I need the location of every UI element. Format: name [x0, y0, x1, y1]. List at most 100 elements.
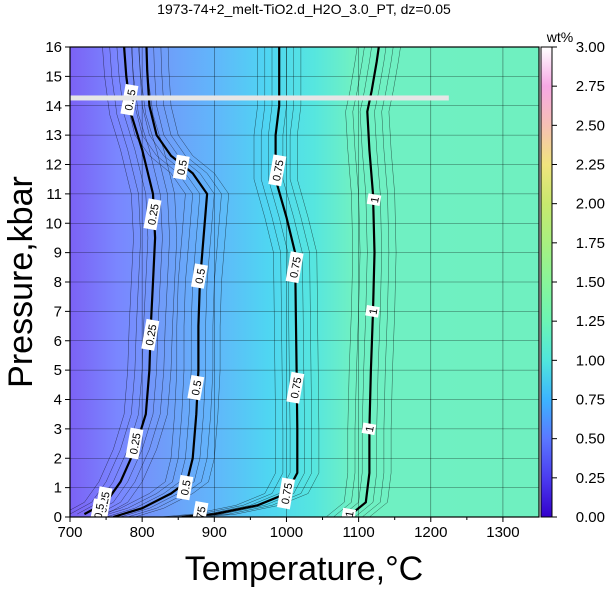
x-tick-label: 900 — [202, 524, 227, 541]
x-tick-label: 800 — [130, 524, 155, 541]
minor-isoline — [333, 47, 365, 517]
contour-label-bg — [125, 427, 144, 460]
y-tick-label: 13 — [45, 127, 62, 144]
colorbar-tick-label: 0.75 — [576, 392, 605, 409]
minor-isoline — [105, 47, 178, 515]
contour-label-text: 0.75 — [289, 376, 305, 399]
contour-label-text: 0.5 — [179, 479, 193, 496]
contour-label: 0.25 — [143, 198, 162, 231]
colorbar-tick-label: 2.25 — [576, 157, 605, 174]
contour-label-bg — [286, 371, 305, 404]
contour-label-bg — [89, 498, 107, 517]
plot-area: 0.250.250.250.250.250.50.50.50.50.50.750… — [45, 39, 540, 541]
y-axis-title: Pressure,kbar — [2, 176, 40, 388]
colorbar-tick-label: 1.25 — [576, 313, 605, 330]
y-tick-label: 9 — [54, 245, 62, 262]
y-tick-label: 0 — [54, 509, 62, 526]
colorbar: 0.00 0.25 0.50 0.75 1.00 1.25 1.50 1.75 2.00 2.25… — [540, 29, 605, 526]
minor-isoline — [160, 47, 276, 517]
contour-label-text: 0.5 — [194, 268, 208, 285]
contour-label: 0.75 — [277, 477, 296, 510]
minor-isoline — [189, 47, 305, 517]
colorbar-tick-label: 2.75 — [576, 78, 605, 95]
contour-label: 0.5 — [176, 474, 194, 501]
contour-line-1 — [347, 47, 380, 517]
x-tick-label: 1100 — [342, 524, 374, 541]
minor-isoline — [91, 47, 163, 515]
minor-isoline — [362, 47, 394, 517]
contour-label-bg — [190, 263, 208, 289]
x-tick-label: 700 — [57, 524, 82, 541]
contour-label-bg — [341, 507, 357, 517]
colorbar-tick-label: 1.50 — [576, 274, 605, 291]
contour-label-bg — [187, 375, 205, 401]
x-tick-label: 1200 — [414, 524, 447, 541]
minor-isoline — [98, 47, 193, 517]
contour-line-0.25 — [83, 47, 157, 516]
contour-label: 0.5 — [172, 154, 190, 181]
contour-label: 0.25 — [141, 318, 160, 351]
grid-layer — [70, 47, 539, 517]
contour-label-text: 1 — [344, 510, 357, 518]
colorbar-tick-label: 2.00 — [576, 196, 605, 213]
x-axis-title: Temperature,°C — [185, 550, 423, 587]
colorbar-tick-label: 1.00 — [576, 352, 605, 369]
y-tick-label: 14 — [45, 98, 62, 115]
contour-label: 0.5 — [89, 498, 107, 520]
y-tick-label: 8 — [54, 274, 62, 291]
contour-label-text: 0.5 — [93, 503, 107, 520]
contour-label: 1 — [365, 305, 380, 318]
colorbar-tick-label: 1.75 — [576, 235, 605, 252]
contour-label-bg — [277, 477, 296, 510]
x-axis: 700 800 900 1000 1100 1200 1300 — [57, 517, 520, 541]
contour-label: 0.5 — [187, 375, 205, 401]
y-tick-label: 2 — [54, 450, 62, 467]
minor-isoline — [325, 47, 358, 517]
y-tick-label: 16 — [45, 39, 62, 56]
contour-label-bg — [143, 198, 162, 231]
colorbar-ticks: 0.00 0.25 0.50 0.75 1.00 1.25 1.50 1.75 2.00 2.25… — [552, 39, 605, 526]
contour-line-0.75 — [181, 47, 299, 517]
y-tick-label: 11 — [46, 186, 62, 203]
minor-isoline — [134, 47, 229, 517]
colorbar-fill — [540, 46, 553, 518]
y-tick-label: 6 — [54, 333, 62, 350]
minor-isoline — [340, 47, 372, 517]
contour-label: 0.75 — [268, 154, 287, 187]
contour-label: 1 — [361, 422, 377, 436]
contour-label: 0.75 — [286, 371, 305, 404]
contour-label-text: 0.5 — [176, 159, 190, 176]
y-tick-label: 1 — [54, 480, 62, 497]
colorbar-tick-label: 3.00 — [576, 39, 605, 56]
contour-label-text: 1 — [369, 196, 382, 204]
contour-label: 0.5 — [190, 263, 208, 289]
minor-isoline — [70, 47, 134, 511]
contour-label-bg — [268, 154, 287, 187]
contour-label-text: 0.25 — [144, 323, 160, 346]
contour-label-text: 1 — [364, 425, 377, 433]
contour-label-bg — [361, 422, 377, 436]
contour-label-bg — [365, 305, 380, 318]
y-tick-label: 12 — [45, 157, 62, 174]
minor-isoline — [91, 47, 186, 517]
contour-label-text: 0.75 — [280, 482, 296, 505]
colorbar-tick-label: 0.00 — [576, 509, 605, 526]
y-tick-label: 4 — [54, 392, 62, 409]
y-tick-label: 5 — [54, 362, 62, 379]
contour-label: 1 — [366, 193, 382, 207]
y-tick-label: 3 — [54, 421, 62, 438]
minor-isoline — [77, 47, 149, 515]
contour-label-text: 0.25 — [146, 203, 162, 226]
contour-label: 1 — [341, 507, 357, 518]
minor-isoline — [174, 47, 291, 517]
minor-isoline — [196, 47, 312, 517]
highlight-band — [70, 95, 449, 101]
colorbar-title: wt% — [546, 29, 573, 45]
contour-label-bg — [285, 251, 304, 284]
y-tick-label: 7 — [54, 303, 62, 320]
contour-layer: 0.250.250.250.250.250.50.50.50.50.50.750… — [70, 47, 449, 520]
contour-label-bg — [366, 193, 382, 207]
contour-label: 0.25 — [125, 427, 144, 460]
contour-label-text: 0.75 — [288, 256, 304, 279]
